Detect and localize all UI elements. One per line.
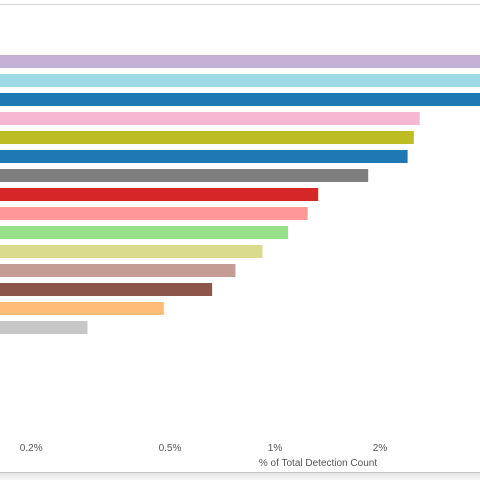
bars-group: [0, 55, 480, 334]
bar-14: [0, 302, 164, 315]
x-axis-label: % of Total Detection Count: [259, 458, 377, 469]
x-tick-label-3: 1%: [268, 443, 283, 454]
bar-4: [0, 112, 420, 125]
bar-15: [0, 321, 88, 334]
bar-2: [0, 74, 480, 87]
bar-1: [0, 55, 480, 68]
frame-shadow: [0, 473, 480, 480]
bar-11: [0, 245, 263, 258]
bottom-divider: [0, 472, 480, 473]
bar-12: [0, 264, 236, 277]
bar-5: [0, 131, 414, 144]
bar-9: [0, 207, 308, 220]
tick-labels-group: 0.2% 0.5% 1% 2%: [20, 443, 388, 454]
bar-10: [0, 226, 289, 239]
x-tick-label-1: 0.2%: [20, 443, 43, 454]
bar-6: [0, 150, 408, 163]
x-tick-label-2: 0.5%: [159, 443, 182, 454]
bar-8: [0, 188, 319, 201]
x-tick-label-4: 2%: [373, 443, 388, 454]
bar-3: [0, 93, 480, 106]
bar-13: [0, 283, 213, 296]
bar-7: [0, 169, 369, 182]
top-divider: [0, 4, 480, 5]
